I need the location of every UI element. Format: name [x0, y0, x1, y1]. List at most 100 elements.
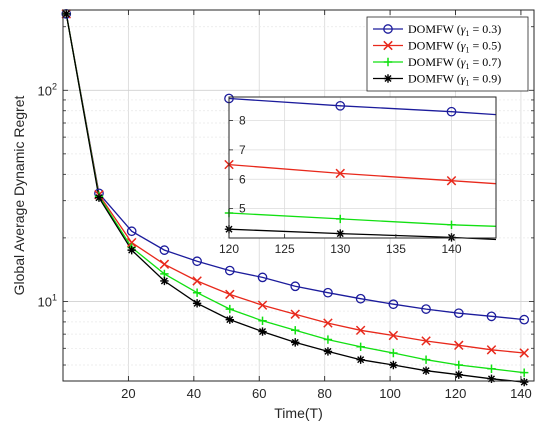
series-1-point [126, 237, 137, 248]
inset-series-1-point [446, 175, 457, 186]
series-0-point [486, 311, 497, 322]
series-1-point [257, 300, 268, 310]
inset-y-tick-label: 5 [239, 202, 246, 216]
inset-x-tick-label: 120 [219, 242, 239, 256]
series-1-point [486, 345, 497, 355]
x-tick-label: 120 [445, 386, 467, 401]
series-1-point [323, 318, 333, 328]
legend-item-2: DOMFW (γ1 = 0.7) [373, 55, 501, 71]
inset-x-tick-label: 130 [330, 242, 350, 256]
series-0-point [257, 272, 268, 283]
x-tick-label: 60 [252, 386, 266, 401]
series-1-point [159, 259, 170, 269]
series-3-point [487, 374, 496, 384]
x-tick-label: 100 [379, 386, 401, 401]
inset-y-tick-label: 6 [239, 172, 246, 186]
series-1-point [421, 336, 431, 346]
main-tick-labels: 20 40 60 80 100 120 140 101 102 [38, 10, 534, 401]
legend-item-3: DOMFW (γ1 = 0.9) [373, 72, 501, 88]
legend-marker [383, 40, 393, 51]
series-2-point [192, 288, 202, 297]
inset-series-2-point [447, 220, 456, 229]
legend-item-1: DOMFW (γ1 = 0.5) [373, 39, 501, 55]
series-3-point [454, 370, 463, 379]
y-axis-label: Global Average Dynamic Regret [11, 96, 27, 296]
series-0-point [192, 256, 202, 267]
series-0-point [355, 293, 366, 304]
series-0-point [224, 265, 235, 276]
series-3-point [323, 347, 333, 356]
series-2-point [487, 364, 496, 373]
series-0-point [453, 308, 464, 319]
series-0-point [126, 226, 137, 237]
inset-series-1-point [335, 168, 345, 179]
series-1-point [225, 289, 235, 300]
series-2-point [389, 348, 398, 358]
series-2-point [519, 368, 529, 377]
inset-series-3-point [336, 229, 345, 238]
series-0-point [519, 314, 530, 325]
series-2-point [225, 304, 235, 314]
inset-series-line-2 [228, 212, 497, 227]
legend: DOMFW (γ1 = 0.3)DOMFW (γ1 = 0.5)DOMFW (γ… [366, 16, 529, 92]
series-3-point [356, 355, 365, 364]
x-tick-label: 140 [510, 386, 532, 401]
x-tick-label: 20 [121, 386, 135, 401]
series-1-point [355, 325, 366, 336]
series-1-point [388, 330, 399, 341]
inset-y-tick-label: 7 [239, 143, 246, 157]
y-tick-label: 102 [38, 81, 57, 98]
inset-zoom-chart: 120 125 130 135 140 5 6 7 8 [219, 93, 497, 257]
inset-series-0-point [446, 106, 457, 117]
series-3-point [225, 315, 235, 324]
legend-marker [383, 74, 393, 83]
series-1-point [454, 340, 464, 351]
series-2-point [258, 316, 267, 325]
series-0-point [323, 287, 333, 298]
series-1-point [290, 309, 300, 319]
inset-series-line-1 [228, 163, 497, 185]
series-3-point [291, 338, 300, 347]
series-3-point [421, 366, 431, 375]
series-0-point [388, 299, 399, 310]
series-3-point [94, 193, 104, 202]
series-1-point [192, 276, 202, 286]
inset-x-tick-label: 135 [386, 242, 406, 256]
inset-frame [228, 96, 497, 239]
series-2-point [323, 335, 333, 344]
inset-tick-labels: 120 125 130 135 140 5 6 7 8 [219, 114, 462, 257]
inset-series-0-point [335, 100, 346, 111]
legend-label: DOMFW (γ1 = 0.7) [408, 55, 501, 71]
inset-series-2-point [336, 214, 345, 224]
series-3-point [127, 245, 136, 255]
inset-x-tick-label: 140 [441, 242, 461, 256]
x-axis-label: Time(T) [274, 405, 322, 421]
series-2-point [421, 355, 431, 364]
series-line-0 [65, 13, 525, 321]
series-3-point [389, 360, 398, 370]
legend-label: DOMFW (γ1 = 0.3) [408, 22, 501, 38]
x-tick-label: 80 [317, 386, 331, 401]
series-2-point [356, 342, 365, 351]
series-2-point [291, 326, 300, 335]
series-2-point [454, 360, 463, 370]
inset-series-line-0 [228, 97, 497, 116]
series-3-point [519, 377, 529, 387]
series-2-point [160, 269, 169, 279]
legend-marker [383, 57, 393, 67]
series-3-point [62, 9, 71, 19]
series-3-point [192, 299, 202, 308]
legend-item-0: DOMFW (γ1 = 0.3) [373, 22, 501, 38]
x-tick-label: 40 [187, 386, 201, 401]
series-0-point [159, 245, 170, 255]
legend-marker [383, 24, 393, 34]
inset-y-tick-label: 8 [239, 114, 246, 128]
legend-label: DOMFW (γ1 = 0.5) [408, 39, 501, 55]
series-0-point [290, 281, 301, 292]
series-0-point [421, 304, 431, 314]
series-1-point [519, 348, 529, 358]
inset-x-tick-label: 125 [275, 242, 295, 256]
series-3-point [160, 276, 169, 286]
y-tick-label: 101 [38, 292, 57, 309]
